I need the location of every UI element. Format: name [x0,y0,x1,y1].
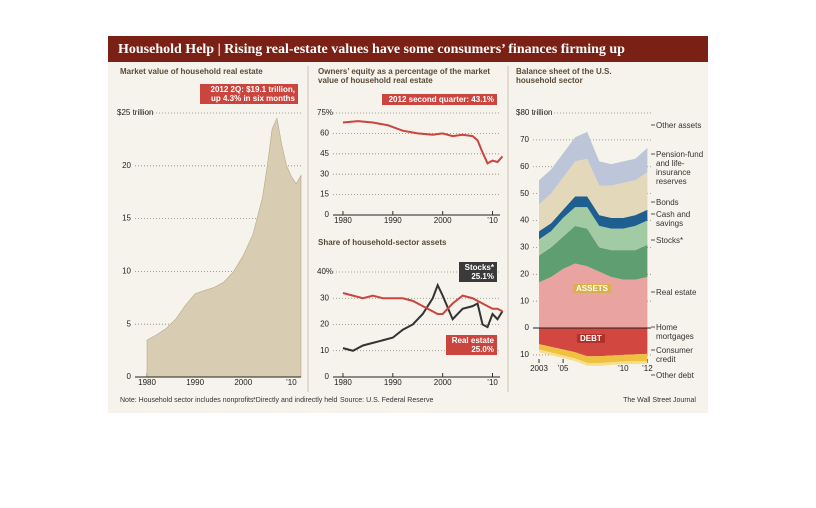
x-tick-label: ’10 [618,364,629,373]
series-label: Consumer credit [656,346,693,364]
series-label: Other assets [656,121,702,130]
stacked-area [539,344,648,364]
y-tick-label: 15 [122,214,131,223]
line [342,282,504,352]
y-tick-label: 50 [520,189,529,198]
area [146,117,302,378]
y-tick-label: 45 [320,149,329,158]
annotation-box: 2012 second quarter: 43.1% [382,94,497,105]
x-tick-label: 2000 [434,216,452,225]
line [342,120,504,165]
x-tick-label: 1980 [334,378,352,387]
stacked-area [539,131,648,205]
y-tick-label: 0 [325,372,330,381]
x-tick-label: ’10 [487,216,498,225]
y-tick-label: 0 [325,210,330,219]
series-label: Bonds [656,198,679,207]
stacked-area [539,196,648,240]
annotation: 25.1% [471,272,494,281]
stacked-area [539,263,648,329]
y-tick-label: 0 [525,323,530,332]
section-label: DEBT [577,334,605,343]
y-tick-label: 10 [122,267,131,276]
y-tick-label: 20 [122,161,131,170]
legend-box: Real estate 25.0% [446,335,497,355]
annotation-box: 2012 2Q: $19.1 trillion, up 4.3% in six … [200,84,298,104]
footer-note: Note: Household sector includes nonprofi… [120,397,256,404]
y-tick-label: 75% [317,108,333,117]
stacked-area [539,225,648,283]
footer-credit: The Wall Street Journal [623,397,696,404]
x-tick-label: 1990 [384,216,402,225]
x-tick-label: ’12 [642,364,653,373]
series-label: Cash and savings [656,210,691,228]
y-tick-label: 30 [320,293,329,302]
x-tick-label: 1980 [138,378,156,387]
y-tick-label: 60 [320,129,329,138]
chart-title: Owners’ equity as a percentage of the ma… [318,67,491,85]
x-tick-label: 1980 [334,216,352,225]
annotation: 2012 2Q: $19.1 trillion, up 4.3% in six … [210,85,295,103]
series-label: Real estate [656,288,697,297]
stacked-area [539,349,648,366]
y-tick-label: 10 [520,350,529,359]
series-label: Stocks* [656,236,684,245]
annotation: 2012 second quarter: 43.1% [388,95,494,104]
legend-box: Stocks* 25.1% [459,262,497,282]
series-label: Other debt [656,371,694,380]
x-tick-label: 1990 [384,378,402,387]
header-title: Household Help | Rising real-estate valu… [118,42,625,57]
x-tick-label: 2000 [234,378,252,387]
y-tick-label: 5 [127,319,132,328]
y-tick-label: 0 [127,372,132,381]
y-tick-label: 30 [520,243,529,252]
x-tick-label: 2003 [530,364,548,373]
y-tick-label: 15 [320,190,329,199]
series-label: Pension-fund and life-insurance reserves [656,150,704,186]
y-tick-label: 10 [320,346,329,355]
x-tick-label: 1990 [186,378,204,387]
y-tick-label: 70 [520,135,529,144]
header-bar [108,36,708,62]
series-label: Home mortgages [656,323,694,341]
chart-title: Balance sheet of the U.S. household sect… [516,67,612,85]
legend-label: Real estate [451,336,494,345]
x-tick-label: ’10 [487,378,498,387]
x-tick-label: ’10 [286,378,297,387]
x-tick-label: 2000 [434,378,452,387]
line [342,292,503,315]
y-tick-label: 40 [520,216,529,225]
legend-label: Stocks* [464,263,494,272]
y-tick-label: 10 [520,296,529,305]
footer-source: Source: U.S. Federal Reserve [340,397,434,404]
y-tick-label: $80 trillion [516,108,552,117]
x-tick-label: ’05 [558,364,569,373]
y-tick-label: 60 [520,162,529,171]
y-tick-label: $25 trillion [117,108,153,117]
stacked-area [539,207,648,256]
chart-title: Share of household-sector assets [318,238,447,247]
y-tick-label: 20 [320,320,329,329]
section-label: ASSETS [573,284,612,293]
y-tick-label: 30 [320,169,329,178]
annotation: 25.0% [471,345,494,354]
footer-footnote: *Directly and indirectly held [253,397,338,404]
stacked-area [539,158,648,232]
chart-title: Market value of household real estate [120,67,263,76]
y-tick-label: 20 [520,269,529,278]
y-tick-label: 40% [317,267,333,276]
